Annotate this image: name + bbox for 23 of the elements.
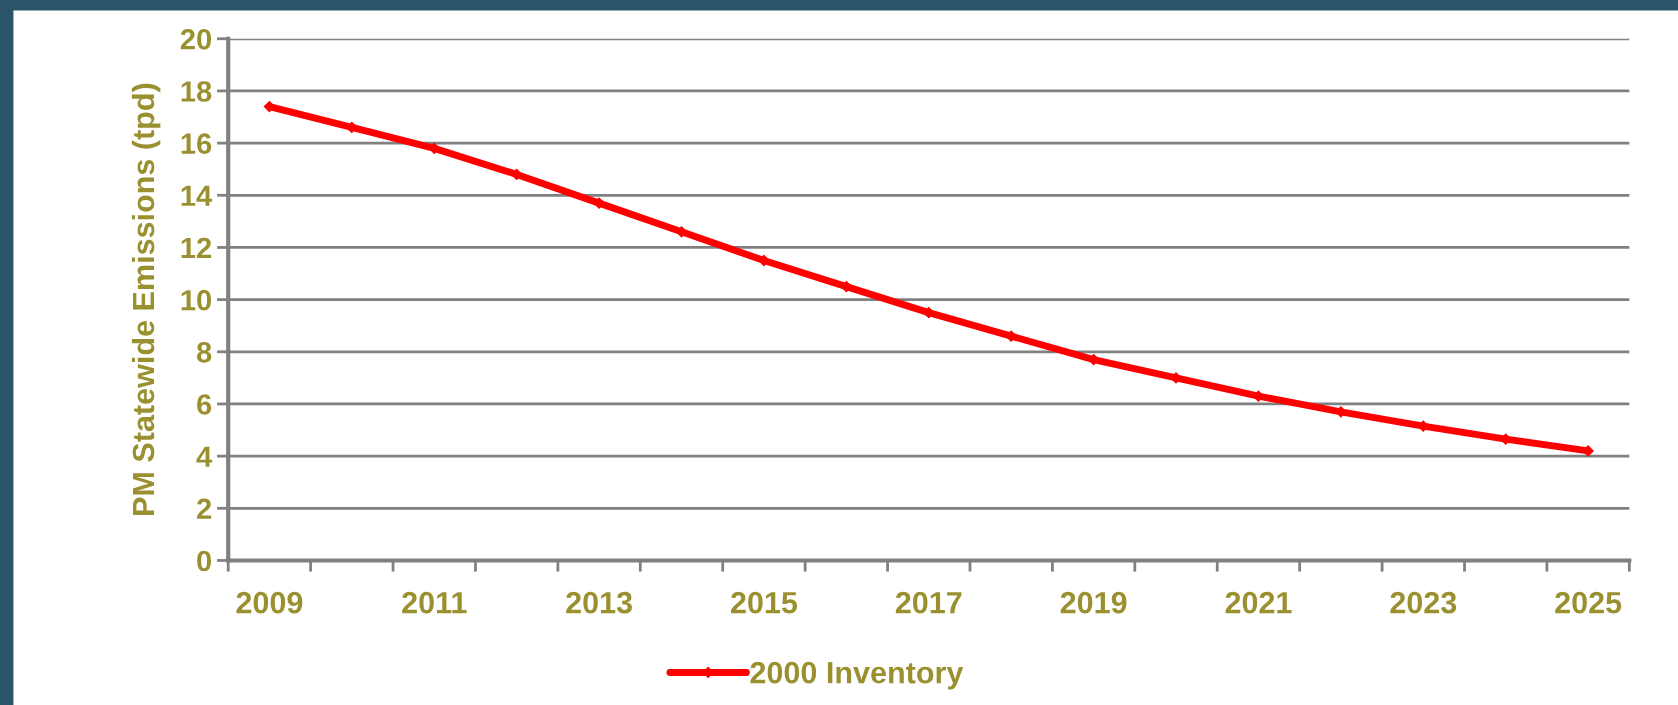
y-tick-label: 18 [181, 81, 212, 102]
y-tick-label: 10 [181, 289, 212, 311]
x-tick-label: 2017 [895, 591, 962, 614]
x-tick-label: 2011 [402, 591, 467, 614]
y-tick-label: 12 [181, 237, 212, 259]
y-tick-label: 0 [197, 550, 212, 572]
x-tick-label: 2021 [1225, 591, 1292, 614]
x-tick-label: 2019 [1060, 591, 1127, 614]
y-axis-title: PM Statewide Emissions (tpd) [131, 83, 161, 515]
y-tick-label: 8 [196, 342, 212, 363]
x-tick-label: 2013 [566, 591, 632, 614]
legend-label: 2000 Inventory [750, 661, 964, 690]
x-tick-label: 2023 [1390, 591, 1457, 614]
y-tick-label: 6 [197, 394, 212, 415]
y-tick-label: 2 [197, 498, 212, 519]
y-tick-label: 14 [181, 185, 213, 206]
y-tick-label: 20 [180, 28, 212, 50]
x-tick-label: 2015 [731, 591, 798, 614]
point [758, 254, 770, 267]
x-tick-label: 2009 [236, 591, 303, 614]
y-tick-label: 16 [181, 133, 212, 154]
y-tick-label: 4 [196, 446, 213, 467]
x-tick-label: 2025 [1555, 591, 1622, 614]
